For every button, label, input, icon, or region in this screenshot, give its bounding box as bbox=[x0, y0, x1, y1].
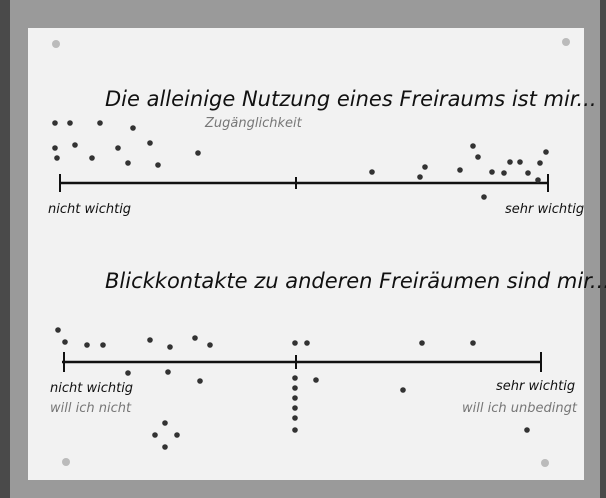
left-label: nicht wichtig bbox=[48, 202, 131, 217]
right-label: sehr wichtig bbox=[505, 202, 584, 217]
right-note: will ich unbedingt bbox=[462, 401, 578, 416]
left-label: nicht wichtig bbox=[50, 381, 133, 396]
left-note: will ich nicht bbox=[50, 401, 132, 416]
note: Zugänglichkeit bbox=[204, 116, 303, 131]
statement: Blickkontakte zu anderen Freiräumen sind… bbox=[105, 269, 606, 293]
page: Die alleinige Nutzung eines Freiraums is… bbox=[0, 0, 606, 498]
statement: Die alleinige Nutzung eines Freiraums is… bbox=[105, 87, 597, 111]
photo: Die alleinige Nutzung eines Freiraums is… bbox=[0, 0, 606, 498]
right-label: sehr wichtig bbox=[496, 379, 575, 394]
